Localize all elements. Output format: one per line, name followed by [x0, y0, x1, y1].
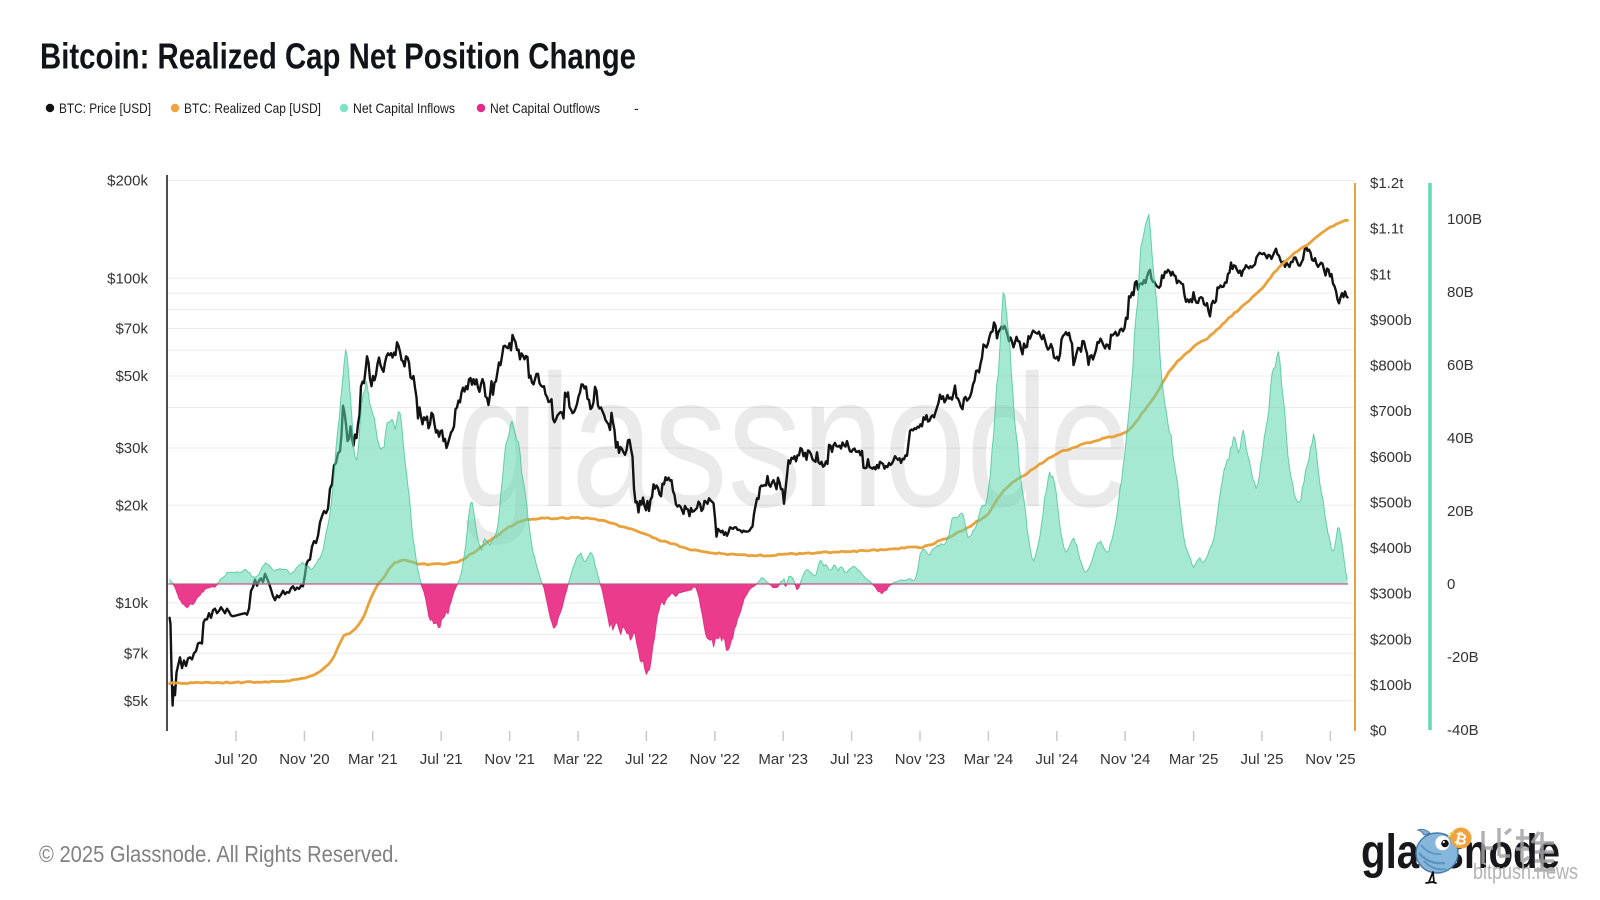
svg-text:Nov '23: Nov '23 — [895, 751, 945, 768]
svg-text:Mar '21: Mar '21 — [348, 751, 398, 768]
svg-text:$300b: $300b — [1370, 586, 1412, 603]
svg-text:$900b: $900b — [1370, 312, 1412, 329]
svg-text:$600b: $600b — [1370, 449, 1412, 466]
svg-text:Jul '24: Jul '24 — [1035, 751, 1078, 768]
svg-text:-20B: -20B — [1447, 649, 1479, 666]
svg-text:20B: 20B — [1447, 503, 1474, 520]
svg-text:Nov '22: Nov '22 — [690, 751, 740, 768]
svg-text:100B: 100B — [1447, 211, 1482, 228]
svg-text:$100k: $100k — [107, 270, 148, 287]
svg-text:-: - — [634, 100, 639, 116]
svg-text:Jul '21: Jul '21 — [420, 751, 463, 768]
svg-text:Nov '21: Nov '21 — [484, 751, 534, 768]
svg-text:$20k: $20k — [115, 497, 148, 514]
svg-text:$1t: $1t — [1370, 266, 1392, 283]
svg-text:Mar '22: Mar '22 — [553, 751, 603, 768]
svg-text:40B: 40B — [1447, 430, 1474, 447]
svg-text:$30k: $30k — [115, 440, 148, 457]
svg-text:$70k: $70k — [115, 321, 148, 338]
svg-text:80B: 80B — [1447, 284, 1474, 301]
svg-text:Jul '23: Jul '23 — [830, 751, 873, 768]
svg-text:$800b: $800b — [1370, 358, 1412, 375]
svg-text:Jul '22: Jul '22 — [625, 751, 668, 768]
svg-text:Jul '20: Jul '20 — [215, 751, 258, 768]
svg-text:$200k: $200k — [107, 173, 148, 190]
svg-text:Jul '25: Jul '25 — [1241, 751, 1284, 768]
svg-text:$200b: $200b — [1370, 631, 1412, 648]
svg-text:Nov '25: Nov '25 — [1305, 751, 1355, 768]
svg-text:$100b: $100b — [1370, 677, 1412, 694]
svg-text:Net Capital Inflows: Net Capital Inflows — [353, 100, 455, 116]
svg-text:BTC: Price [USD]: BTC: Price [USD] — [59, 100, 151, 116]
svg-text:Mar '24: Mar '24 — [964, 751, 1014, 768]
svg-text:$1.2t: $1.2t — [1370, 175, 1404, 192]
svg-text:Mar '25: Mar '25 — [1169, 751, 1219, 768]
svg-text:Bitcoin: Realized Cap Net Posi: Bitcoin: Realized Cap Net Position Chang… — [40, 36, 636, 77]
svg-text:glassnode: glassnode — [456, 336, 1131, 546]
svg-text:Net Capital Outflows: Net Capital Outflows — [490, 100, 600, 116]
svg-text:bitpush.news: bitpush.news — [1473, 859, 1578, 884]
svg-text:Mar '23: Mar '23 — [758, 751, 808, 768]
svg-text:Nov '20: Nov '20 — [279, 751, 329, 768]
svg-text:$10k: $10k — [115, 595, 148, 612]
svg-text:$5k: $5k — [124, 693, 149, 710]
svg-text:BTC: Realized Cap [USD]: BTC: Realized Cap [USD] — [184, 100, 321, 116]
svg-text:-40B: -40B — [1447, 722, 1479, 739]
svg-text:$1.1t: $1.1t — [1370, 221, 1404, 238]
svg-text:$400b: $400b — [1370, 540, 1412, 557]
svg-text:$500b: $500b — [1370, 495, 1412, 512]
svg-text:$50k: $50k — [115, 368, 148, 385]
svg-text:$0: $0 — [1370, 723, 1387, 740]
svg-text:Nov '24: Nov '24 — [1100, 751, 1150, 768]
svg-text:$700b: $700b — [1370, 403, 1412, 420]
svg-text:₿: ₿ — [1453, 830, 1469, 849]
svg-text:60B: 60B — [1447, 357, 1474, 374]
svg-text:0: 0 — [1447, 576, 1455, 593]
svg-text:$7k: $7k — [124, 645, 149, 662]
svg-text:© 2025 Glassnode. All Rights R: © 2025 Glassnode. All Rights Reserved. — [39, 841, 399, 867]
